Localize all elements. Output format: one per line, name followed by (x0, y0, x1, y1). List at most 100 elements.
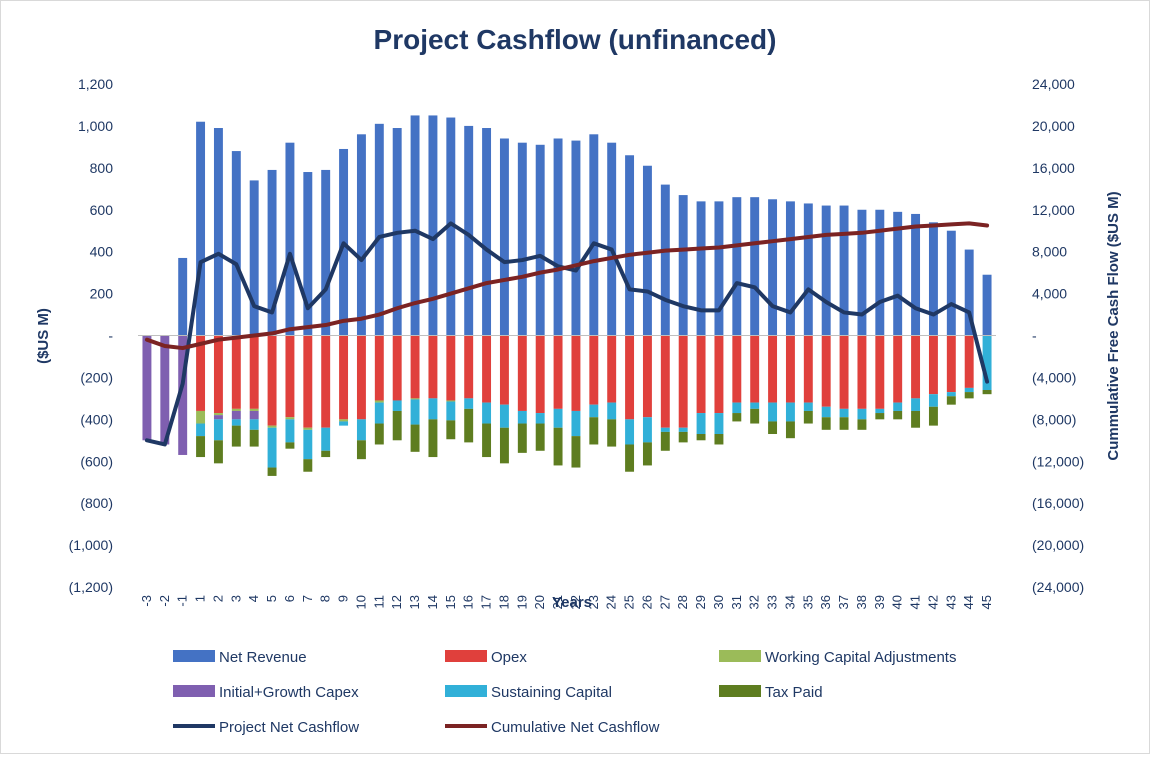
bar-opex (356, 335, 366, 420)
bar-working-capital-adjustments (285, 417, 295, 420)
bar-net-revenue (249, 180, 259, 336)
legend-swatch (173, 650, 215, 662)
bar-net-revenue (321, 169, 331, 336)
bar-working-capital-adjustments (374, 400, 384, 403)
bar-opex (571, 335, 581, 411)
series-sustaining-capital (196, 335, 992, 468)
series-initial-growth-capex (142, 335, 259, 455)
bar-tax-paid (732, 413, 742, 422)
bar-opex (339, 335, 349, 420)
x-tick-label: 4 (246, 595, 261, 602)
bar-tax-paid (571, 436, 581, 468)
bar-opex (964, 335, 974, 388)
legend-label: Net Revenue (219, 649, 307, 666)
bar-tax-paid (714, 434, 724, 445)
bar-sustaining-capital (714, 413, 724, 435)
right-axis-ticks: 24,000 20,000 16,000 12,000 8,000 4,000 - (4,00… (1032, 76, 1084, 595)
x-tick-label: 29 (693, 595, 708, 609)
bar-net-revenue (517, 142, 527, 336)
x-tick-label: 14 (425, 595, 440, 609)
x-tick-label: 6 (282, 595, 297, 602)
bar-sustaining-capital (678, 427, 688, 432)
bar-sustaining-capital (607, 402, 617, 420)
bar-opex (517, 335, 527, 411)
bar-working-capital-adjustments (339, 419, 349, 422)
bar-sustaining-capital (499, 404, 509, 428)
bar-opex (589, 335, 599, 405)
bar-net-revenue (589, 134, 599, 336)
bar-tax-paid (499, 427, 509, 464)
bar-opex (392, 335, 402, 401)
bar-tax-paid (249, 429, 259, 447)
bar-sustaining-capital (589, 404, 599, 418)
bar-opex (714, 335, 724, 414)
y-tick-label: (600) (80, 453, 113, 469)
bar-net-revenue (428, 115, 438, 336)
bar-sustaining-capital (875, 408, 885, 414)
series-tax-paid (196, 389, 992, 476)
bar-sustaining-capital (446, 401, 456, 421)
legend-label: Project Net Cashflow (219, 719, 359, 736)
bar-sustaining-capital (321, 427, 331, 451)
x-tick-label: 30 (711, 595, 726, 609)
bar-net-revenue (839, 205, 849, 336)
bar-net-revenue (571, 140, 581, 336)
x-tick-label: 21 (550, 595, 565, 609)
x-axis-ticks: -3 -2 -1 1 2 3 4 5 6 7 8 9 10 11 12 13 14 15 16 17 18 19 20 21 2… (139, 595, 994, 609)
x-tick-label: -1 (175, 595, 190, 607)
x-tick-label: 34 (782, 595, 797, 609)
bar-sustaining-capital (374, 402, 384, 424)
bar-initial-growth-capex (178, 335, 188, 455)
legend-item-tax-paid: Tax Paid (719, 684, 823, 701)
bar-net-revenue (410, 115, 420, 336)
bar-tax-paid (428, 419, 438, 458)
bar-tax-paid (517, 423, 527, 453)
bar-tax-paid (768, 421, 778, 435)
bar-net-revenue (768, 199, 778, 336)
x-tick-label: 12 (389, 595, 404, 609)
y2-tick-label: 16,000 (1032, 160, 1075, 176)
bar-tax-paid (482, 423, 492, 458)
bar-sustaining-capital (750, 402, 760, 409)
bar-tax-paid (642, 442, 652, 466)
bar-net-revenue (857, 209, 867, 336)
series-net-revenue (178, 115, 992, 336)
chart-legend: Net Revenue Opex Working Capital Adjustmen… (173, 649, 956, 736)
x-tick-label: -3 (139, 595, 154, 607)
bar-tax-paid (553, 427, 563, 466)
bar-opex (660, 335, 670, 428)
bar-tax-paid (303, 459, 313, 472)
bar-net-revenue (625, 155, 635, 336)
x-tick-label: 3 (228, 595, 243, 602)
bar-sustaining-capital (482, 402, 492, 424)
bar-tax-paid (803, 410, 813, 424)
y2-tick-label: (4,000) (1032, 369, 1076, 385)
series-opex (196, 335, 974, 428)
legend-swatch (173, 685, 215, 697)
bar-net-revenue (196, 121, 206, 336)
legend-label: Opex (491, 649, 527, 666)
x-tick-label: 31 (729, 595, 744, 609)
bar-working-capital-adjustments (267, 425, 277, 428)
bar-net-revenue (607, 142, 617, 336)
bar-opex (625, 335, 635, 420)
y-tick-label: 200 (90, 286, 114, 302)
x-tick-label: 24 (604, 595, 619, 609)
bar-net-revenue (928, 222, 938, 336)
bar-net-revenue (982, 274, 992, 336)
bar-sustaining-capital (392, 400, 402, 411)
bar-opex (303, 335, 313, 428)
x-axis-title: Years (552, 594, 592, 611)
x-tick-label: 35 (800, 595, 815, 609)
y-axis-title: ($US M) (35, 308, 52, 364)
bar-sustaining-capital (696, 413, 706, 435)
bar-sustaining-capital (911, 398, 921, 411)
bar-initial-growth-capex (231, 410, 241, 420)
bar-sustaining-capital (857, 408, 867, 420)
bar-opex (821, 335, 831, 407)
x-tick-label: 32 (747, 595, 762, 609)
bar-tax-paid (374, 423, 384, 445)
bar-net-revenue (750, 197, 760, 336)
y2-tick-label: 4,000 (1032, 286, 1067, 302)
bar-tax-paid (321, 450, 331, 458)
